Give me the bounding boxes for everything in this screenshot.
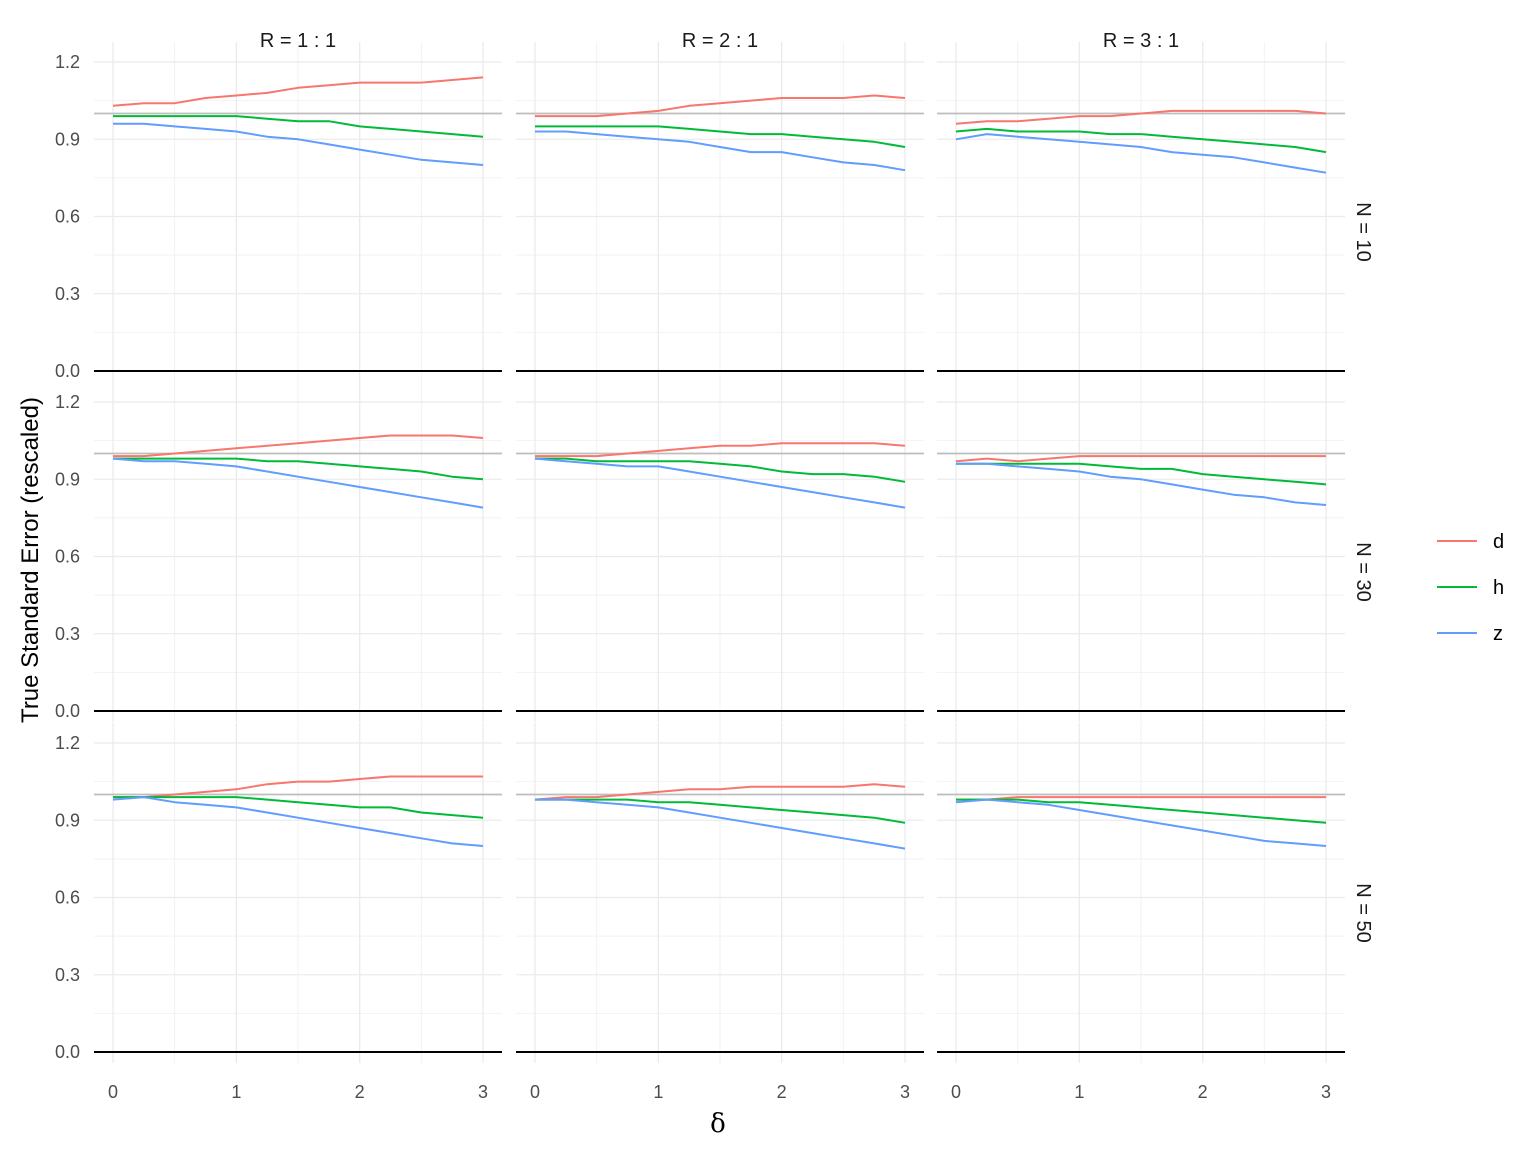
column-strip-labels: R = 1 : 1 R = 2 : 1 R = 3 : 1	[260, 30, 1179, 52]
panel-r0-c0: 0.0 0.3 0.6 0.9 1.2	[55, 42, 502, 382]
series-line-h	[535, 125, 906, 148]
y-tick-label: 0.3	[55, 965, 80, 985]
x-tick-label: 3	[900, 1082, 910, 1102]
column-strip-label: R = 3 : 1	[1103, 30, 1179, 52]
series-line-d	[535, 94, 906, 118]
panels-layer: 0.00.30.60.91.20.00.30.60.91.20.00.30.60…	[55, 42, 1345, 1102]
series-line-h	[113, 796, 484, 819]
legend: d h z	[1437, 531, 1504, 645]
panel-r0-c2	[937, 42, 1345, 382]
y-tick-label: 0.6	[55, 888, 80, 908]
panel-series-r1-c0	[112, 434, 484, 509]
y-tick-label: 0.3	[55, 284, 80, 304]
series-line-d	[534, 783, 906, 801]
y-tick-label: 0.9	[55, 469, 80, 489]
x-tick-label: 1	[1074, 1082, 1084, 1102]
row-strip-label: N = 30	[1352, 542, 1374, 601]
series-line-d	[535, 442, 906, 458]
y-tick-label: 0.9	[55, 129, 80, 149]
x-tick-label: 0	[951, 1082, 961, 1102]
panel-series-r0-c1	[535, 94, 906, 172]
x-tick-label: 1	[231, 1082, 241, 1102]
y-tick-label: 1.2	[55, 392, 80, 412]
series-line-d	[955, 455, 1326, 463]
series-line-h	[535, 457, 906, 483]
panel-series-r2-c2	[955, 796, 1327, 847]
x-axis-title: δ	[710, 1109, 726, 1139]
series-line-z	[955, 133, 1327, 174]
y-tick-label: 0.6	[55, 207, 80, 227]
panel-r2-c2: 0 1 2 3	[937, 723, 1345, 1102]
series-line-z	[956, 462, 1327, 506]
x-tick-label: 2	[777, 1082, 787, 1102]
panel-series-r2-c1	[534, 783, 906, 850]
panel-series-r2-c0	[112, 775, 484, 847]
panel-r2-c0: 0.0 0.3 0.6 0.9 1.2 0 1 2 3	[55, 723, 502, 1102]
series-line-h	[956, 462, 1327, 486]
y-tick-label: 1.2	[55, 733, 80, 753]
y-axis-title: True Standard Error (rescaled)	[17, 397, 44, 723]
x-tick-label: 1	[653, 1082, 663, 1102]
series-line-h	[113, 115, 484, 138]
panel-r0-c1	[516, 42, 924, 382]
x-tick-label: 2	[355, 1082, 365, 1102]
series-line-h	[113, 457, 484, 481]
series-line-z	[535, 798, 906, 850]
x-tick-label: 2	[1198, 1082, 1208, 1102]
series-line-d	[955, 109, 1327, 125]
panel-r2-c1: 0 1 2 3	[516, 723, 924, 1102]
series-line-z	[534, 457, 906, 509]
series-line-z	[113, 122, 484, 166]
row-strip-label: N = 10	[1352, 202, 1374, 261]
y-tick-label: 0.0	[55, 701, 80, 721]
panel-series-r1-c1	[534, 442, 906, 509]
series-line-h	[955, 127, 1327, 154]
x-tick-label: 3	[478, 1082, 488, 1102]
panel-series-r0-c2	[955, 109, 1327, 174]
panel-r1-c0: 0.0 0.3 0.6 0.9 1.2	[55, 382, 502, 722]
series-line-h	[956, 798, 1327, 824]
x-tick-label: 0	[108, 1082, 118, 1102]
y-tick-label: 0.0	[55, 361, 80, 381]
y-tick-label: 0.0	[55, 1042, 80, 1062]
series-line-d	[113, 434, 484, 458]
row-strip-labels: N = 10 N = 30 N = 50	[1352, 202, 1374, 942]
panel-series-r1-c2	[955, 455, 1327, 506]
panel-r1-c2	[937, 382, 1345, 722]
series-line-d	[112, 76, 484, 107]
legend-label-h: h	[1493, 577, 1504, 599]
column-strip-label: R = 1 : 1	[260, 30, 336, 52]
column-strip-label: R = 2 : 1	[682, 30, 758, 52]
row-strip-label: N = 50	[1352, 883, 1374, 942]
y-tick-label: 1.2	[55, 52, 80, 72]
series-line-d	[113, 775, 483, 799]
x-tick-label: 0	[530, 1082, 540, 1102]
panel-series-r0-c0	[112, 76, 484, 166]
y-tick-label: 0.6	[55, 547, 80, 567]
y-tick-label: 0.9	[55, 810, 80, 830]
series-line-z	[955, 798, 1327, 847]
series-line-z	[112, 457, 484, 509]
series-line-d	[956, 796, 1326, 801]
x-tick-label: 3	[1321, 1082, 1331, 1102]
y-tick-label: 0.3	[55, 624, 80, 644]
series-line-h	[535, 798, 906, 824]
series-line-z	[112, 796, 484, 847]
legend-label-d: d	[1493, 531, 1504, 553]
panel-r1-c1	[516, 382, 924, 722]
legend-label-z: z	[1493, 623, 1503, 645]
series-line-z	[535, 130, 906, 172]
